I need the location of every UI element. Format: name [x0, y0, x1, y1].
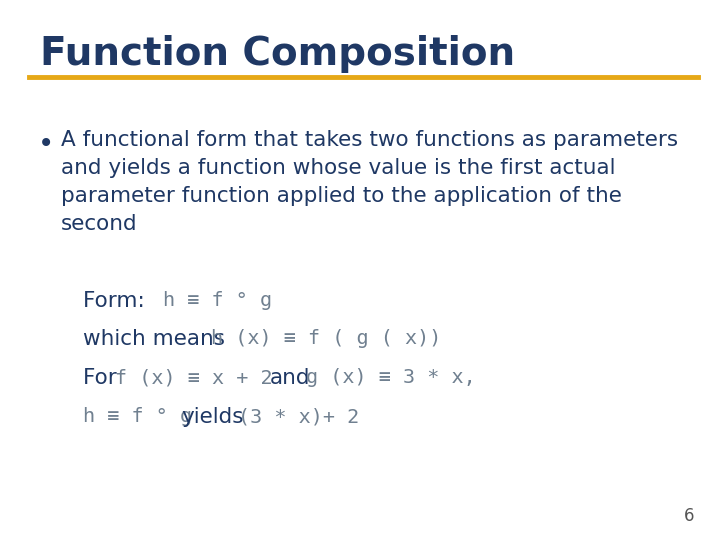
- Text: h ≡ f ° g: h ≡ f ° g: [163, 291, 272, 309]
- Text: 6: 6: [684, 507, 695, 525]
- Text: h (x) ≡ f ( g ( x)): h (x) ≡ f ( g ( x)): [211, 329, 441, 348]
- Text: which means: which means: [83, 329, 232, 349]
- Text: h ≡ f ° g: h ≡ f ° g: [83, 407, 192, 426]
- Text: Function Composition: Function Composition: [40, 35, 515, 73]
- Text: (3 * x)+ 2: (3 * x)+ 2: [238, 407, 359, 426]
- Text: For: For: [83, 368, 123, 388]
- Text: Form:: Form:: [83, 291, 151, 310]
- Text: g (x) ≡ 3 * x,: g (x) ≡ 3 * x,: [306, 368, 476, 387]
- Text: yields: yields: [181, 407, 244, 427]
- Text: A functional form that takes two functions as parameters
and yields a function w: A functional form that takes two functio…: [61, 130, 678, 234]
- Text: and: and: [270, 368, 310, 388]
- Text: f (x) ≡ x + 2: f (x) ≡ x + 2: [115, 368, 273, 387]
- Text: •: •: [37, 130, 54, 158]
